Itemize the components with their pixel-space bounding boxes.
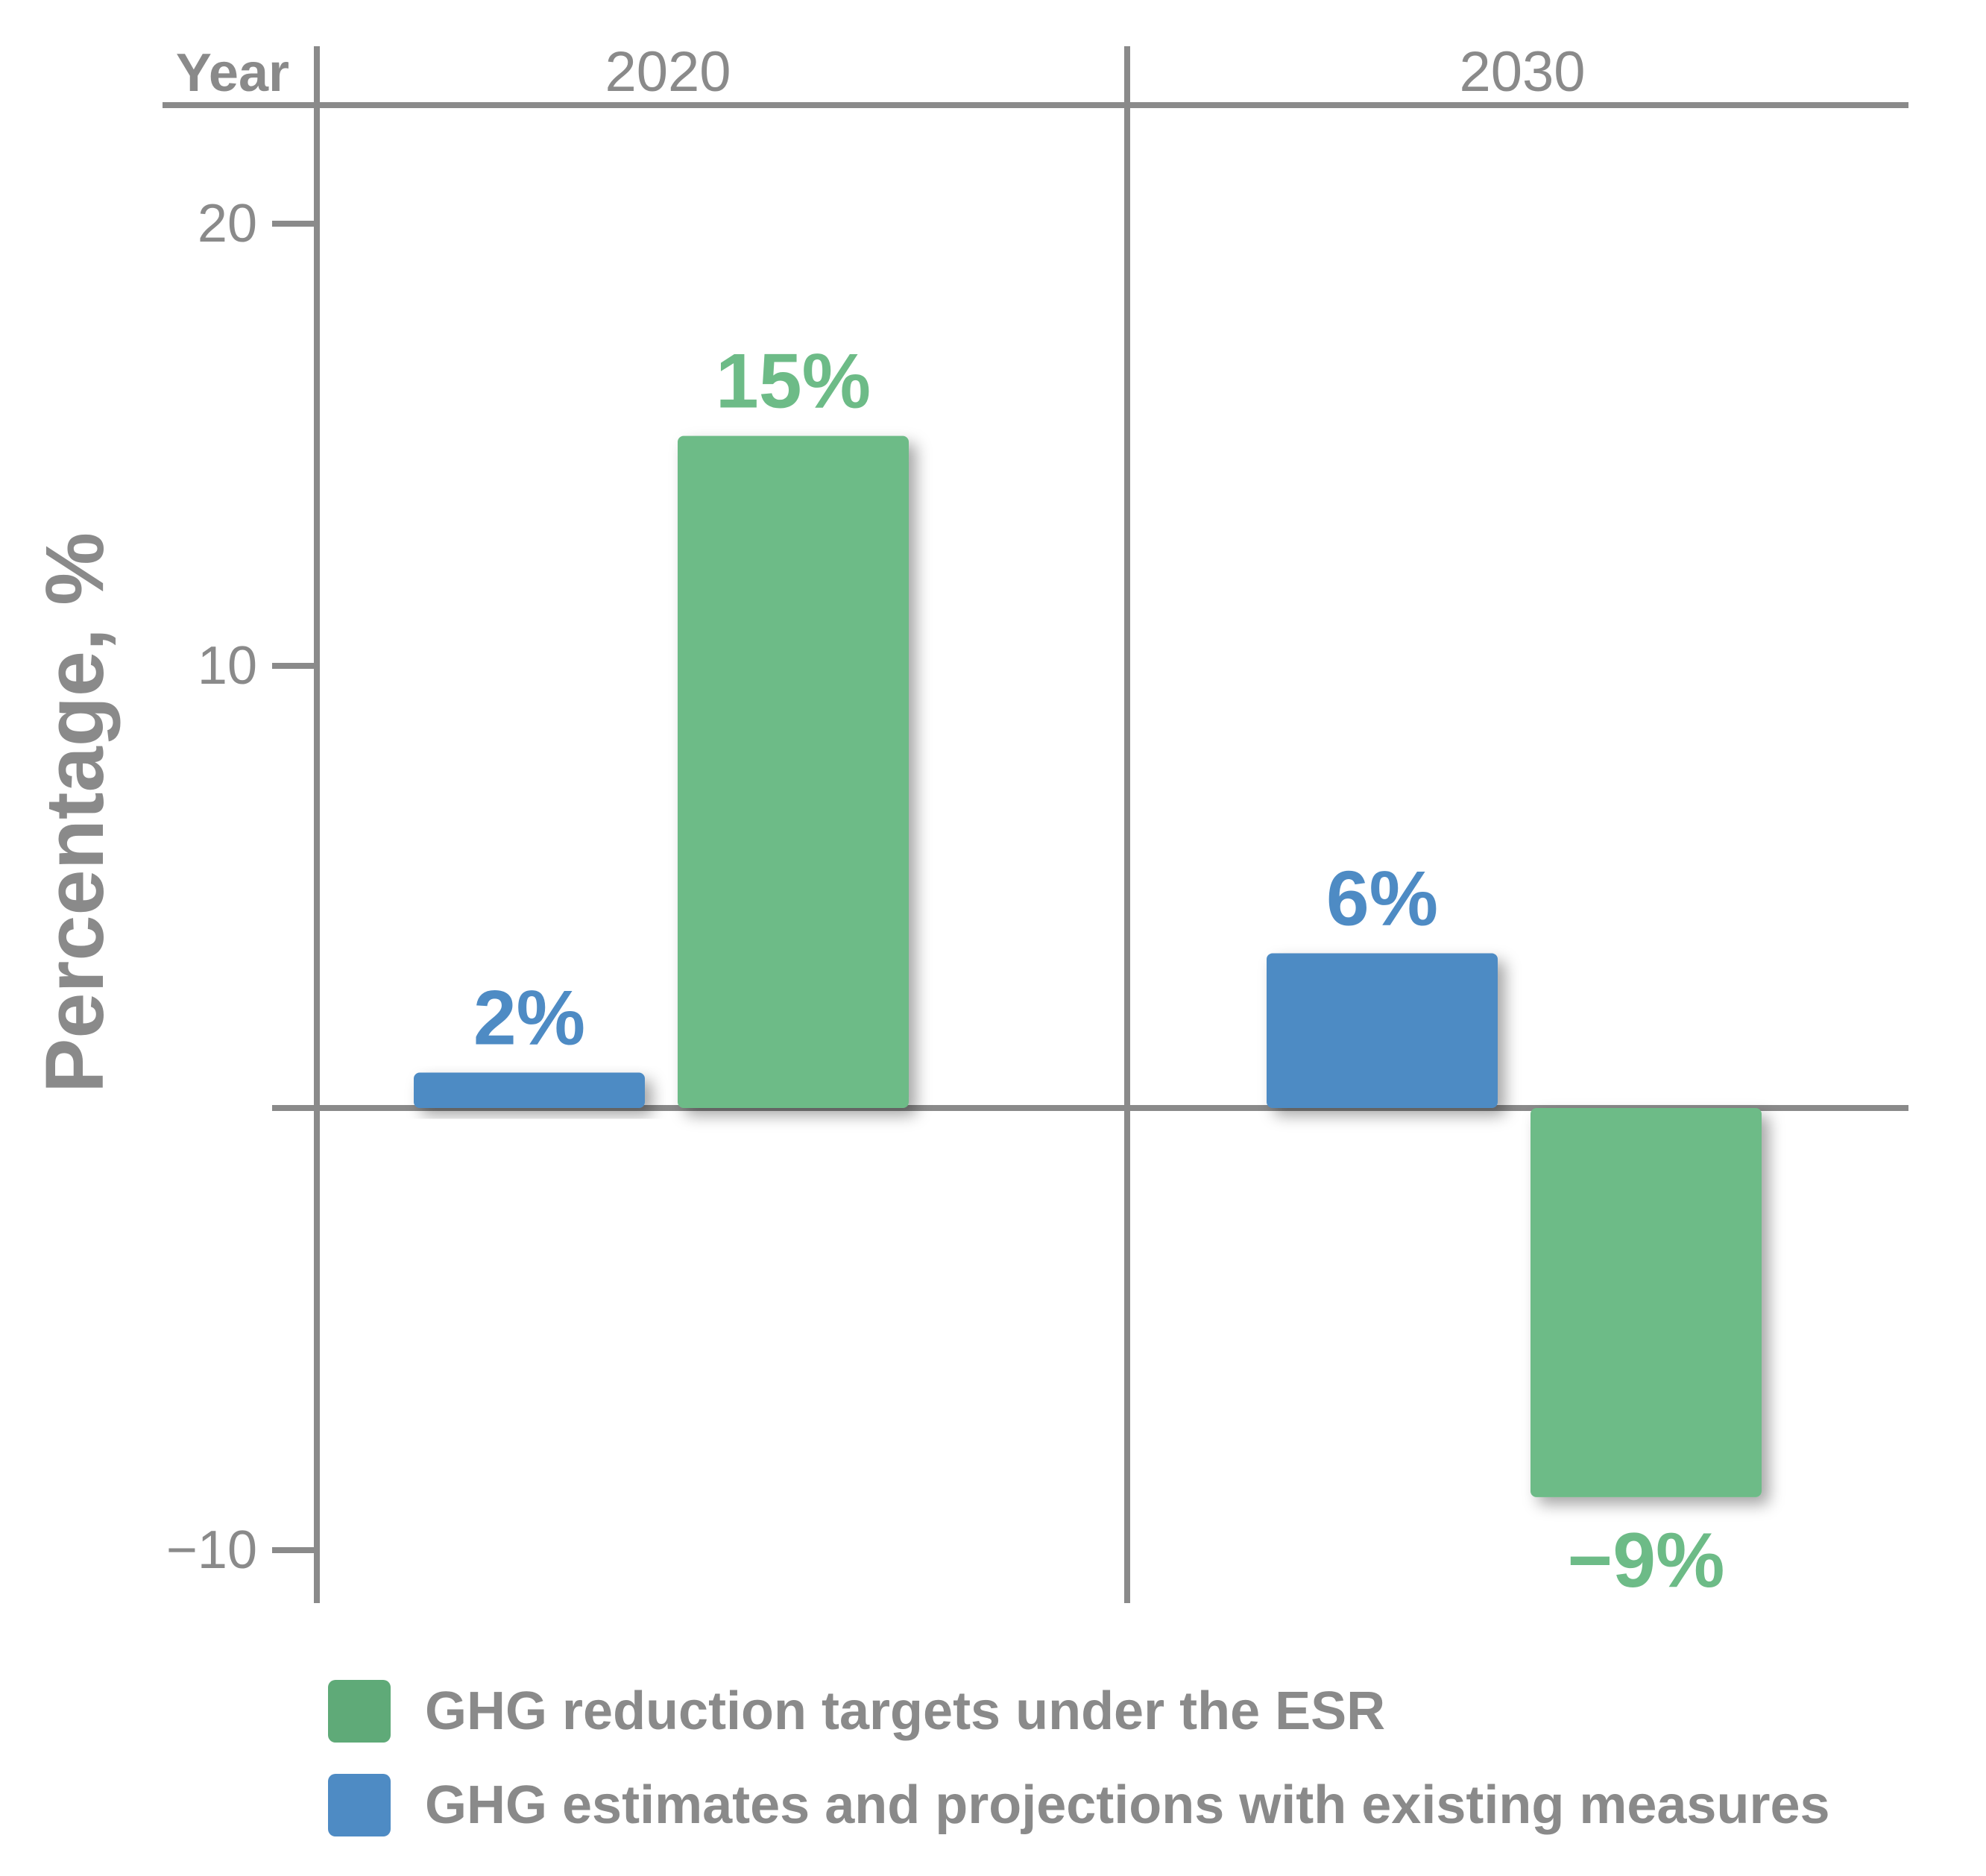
y-tick-label: 10	[198, 636, 257, 696]
year-label: Year	[176, 43, 289, 103]
category-label: 2020	[605, 40, 731, 104]
bar-chart: Year Percentage, % 20 10 −10 2020 2030 2% 6% 1…	[29, 40, 1908, 1604]
legend-label-esr-targets: GHG reduction targets under the ESR	[425, 1681, 1386, 1741]
data-label: 15%	[716, 339, 871, 425]
category-label: 2030	[1459, 40, 1585, 104]
data-label: 6%	[1326, 855, 1438, 942]
bar-projection-2030	[1267, 953, 1498, 1108]
y-axis-title: Percentage, %	[29, 532, 121, 1093]
legend-label-projections: GHG estimates and projections with exist…	[425, 1775, 1830, 1835]
data-label: −9%	[1567, 1517, 1724, 1604]
legend-swatch-blue	[328, 1774, 391, 1836]
legend-item-projections: GHG estimates and projections with exist…	[328, 1768, 1830, 1842]
legend-swatch-green	[328, 1680, 391, 1743]
legend-item-esr-targets: GHG reduction targets under the ESR	[328, 1674, 1830, 1748]
data-label: 2%	[473, 975, 585, 1062]
bar-target-2030	[1531, 1108, 1762, 1497]
legend: GHG reduction targets under the ESR GHG …	[328, 1674, 1830, 1862]
y-tick-label: 20	[198, 194, 257, 254]
bar-projection-2020	[414, 1072, 645, 1108]
y-tick-label: −10	[166, 1520, 257, 1580]
bar-target-2020	[678, 435, 909, 1108]
